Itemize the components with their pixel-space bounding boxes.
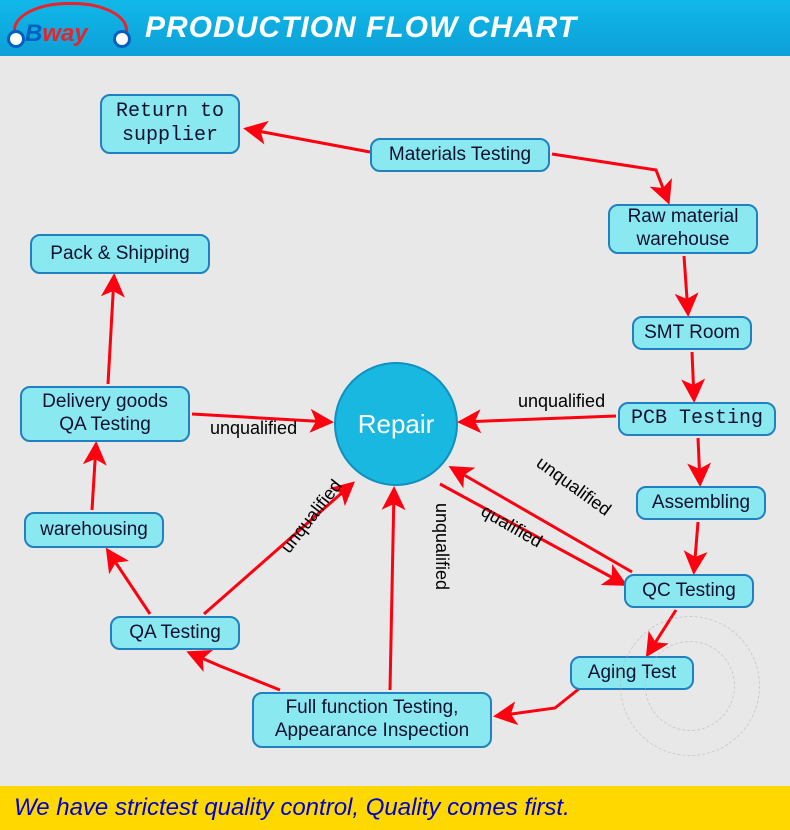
edge-label-17: unqualified <box>276 476 346 558</box>
edge-full_function-to-repair <box>390 490 394 690</box>
node-qa-testing: QA Testing <box>110 616 240 650</box>
bway-logo: Bway <box>5 2 135 52</box>
edge-raw_material-to-smt_room <box>684 256 688 313</box>
edge-label-12: unqualified <box>210 418 297 439</box>
edge-qa_testing-to-warehousing <box>108 551 150 614</box>
node-warehousing: warehousing <box>24 512 164 548</box>
edge-warehousing-to-delivery_qa <box>92 445 96 510</box>
node-assembling: Assembling <box>636 486 766 520</box>
logo-letters-way: way <box>42 20 87 47</box>
footer-text: We have strictest quality control, Quali… <box>14 794 570 822</box>
edge-smt_room-to-pcb_testing <box>692 352 694 399</box>
node-pcb-testing: PCB Testing <box>618 402 776 436</box>
node-repair: Repair <box>334 362 458 486</box>
node-raw-material: Raw material warehouse <box>608 204 758 254</box>
footer-bar: We have strictest quality control, Quali… <box>0 786 790 830</box>
edge-label-16: unqualified <box>431 503 452 590</box>
edge-pcb_testing-to-repair <box>461 416 616 422</box>
edge-full_function-to-qa_testing <box>190 653 280 690</box>
logo-letter-b: B <box>25 20 42 47</box>
node-full-function: Full function Testing, Appearance Inspec… <box>252 692 492 748</box>
node-return-supplier: Return to supplier <box>100 94 240 154</box>
node-smt-room: SMT Room <box>632 316 752 350</box>
node-delivery-qa: Delivery goods QA Testing <box>20 386 190 442</box>
edge-label-13: unqualified <box>518 391 605 412</box>
edge-delivery_qa-to-pack_shipping <box>108 277 114 384</box>
company-stamp <box>620 616 760 756</box>
edge-materials_testing-to-raw_material <box>552 154 668 201</box>
edge-materials_testing-to-return_supplier <box>247 129 370 152</box>
edge-label-15: qualified <box>477 501 546 553</box>
flowchart-canvas: Return to supplier Materials Testing Raw m… <box>0 56 790 786</box>
page-title: PRODUCTION FLOW CHART <box>145 11 577 45</box>
node-pack-shipping: Pack & Shipping <box>30 234 210 274</box>
edge-label-14: unqualified <box>532 452 615 520</box>
edge-assembling-to-qc_testing <box>694 522 698 571</box>
node-qc-testing: QC Testing <box>624 574 754 608</box>
edge-aging_test-to-full_function <box>497 688 580 716</box>
node-materials-testing: Materials Testing <box>370 138 550 172</box>
edge-pcb_testing-to-assembling <box>698 438 700 483</box>
